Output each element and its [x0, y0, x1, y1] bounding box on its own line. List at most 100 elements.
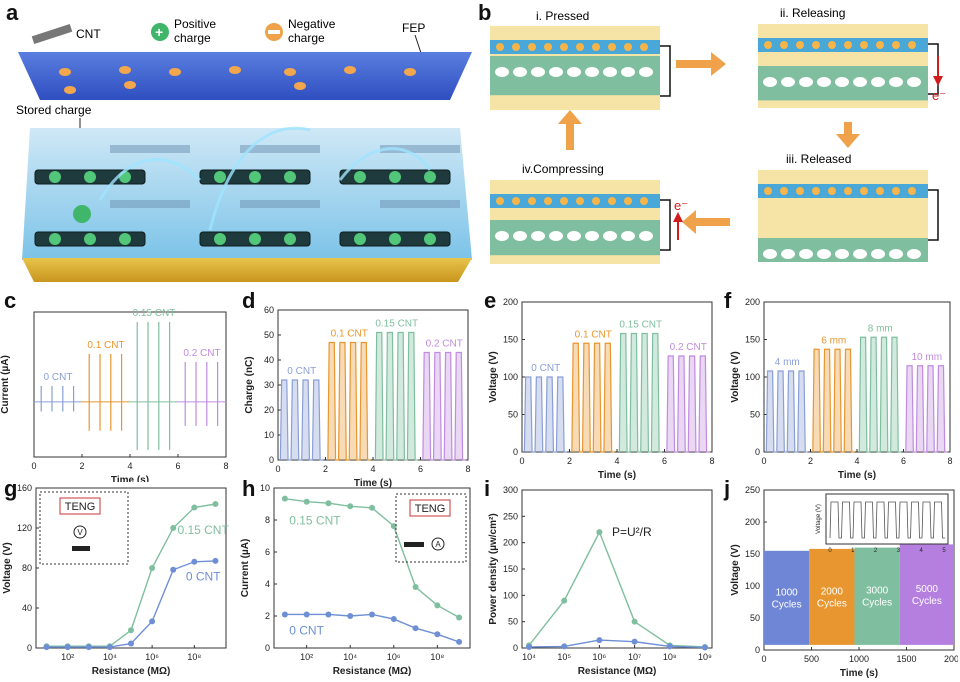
plate-charge: [169, 68, 181, 76]
series-label: 0.1 CNT: [87, 340, 124, 351]
cnt-charge: [354, 233, 366, 245]
y-tick-label: 100: [745, 372, 760, 382]
data-point: [85, 644, 92, 651]
stage-particle: [567, 231, 581, 241]
stage-charge: [544, 197, 552, 205]
data-point: [390, 523, 397, 530]
x-tick-label: 2000: [944, 654, 958, 664]
series-label: 0 CNT: [287, 366, 316, 377]
data-point: [596, 637, 603, 644]
stage-particle: [799, 249, 813, 259]
data-point: [456, 614, 463, 621]
series-0.1-CNT: [571, 342, 615, 453]
data-point: [347, 613, 354, 619]
resistor-icon: [72, 546, 90, 551]
cycle-block: [764, 550, 810, 645]
y-tick-label: 200: [745, 517, 760, 527]
series-label: 0.15 CNT: [375, 319, 418, 330]
y-tick-label: 10: [264, 430, 274, 440]
series-10-mm: [905, 365, 948, 453]
stage-charge: [624, 197, 632, 205]
y-tick-label: 50: [508, 410, 518, 420]
y-tick-label: 150: [745, 549, 760, 559]
legend-fep: FEP: [402, 21, 425, 35]
arrow-down: [836, 122, 860, 148]
y-tick-label: 0: [513, 447, 518, 457]
panel-label-i: i: [484, 476, 491, 501]
inset-x-tick: 0: [828, 548, 832, 554]
x-tick-label: 10⁴: [522, 652, 536, 662]
stage-charge: [528, 197, 536, 205]
data-point: [191, 558, 198, 565]
y-tick-label: 2: [265, 611, 270, 621]
y-tick-label: 200: [503, 297, 518, 307]
x-tick-label: 10⁸: [430, 652, 444, 662]
y-tick-label: 0: [27, 643, 32, 653]
series-label: 0 CNT: [186, 569, 221, 583]
stage-particle: [835, 249, 849, 259]
cycle-block: [899, 544, 954, 645]
x-tick-label: 4: [127, 461, 132, 471]
series-4-mm: [765, 370, 809, 453]
stage-charge: [608, 197, 616, 205]
x-tick-label: 10⁶: [145, 652, 159, 662]
plot-frame: [521, 489, 713, 649]
x-tick-label: 1500: [896, 654, 916, 664]
data-point: [390, 616, 397, 623]
series-label: 0 CNT: [289, 623, 324, 637]
panel-label-j: j: [724, 476, 731, 501]
x-tick-label: 4: [370, 464, 375, 474]
stage-charge: [512, 197, 520, 205]
stage-released-label: iii. Released: [786, 152, 851, 166]
panel-label-h: h: [242, 476, 256, 501]
teng-label: TENG: [415, 503, 446, 515]
y-axis-label: Voltage (V): [730, 351, 741, 402]
x-axis-label: Resistance (MΩ): [578, 666, 657, 677]
cycle-label: Cycles: [817, 598, 847, 609]
x-tick-label: 10²: [300, 652, 313, 662]
series-label: 0.15 CNT: [619, 320, 662, 331]
series-label: 6 mm: [821, 335, 846, 346]
x-tick-label: 8: [709, 456, 714, 466]
stage-particle: [549, 231, 563, 241]
y-tick-label: 8: [265, 515, 270, 525]
data-point: [434, 602, 441, 609]
stage-charge: [860, 41, 868, 49]
cnt-shadow: [380, 200, 460, 208]
inset-x-tick: 2: [874, 548, 878, 554]
y-tick-label: 10: [260, 483, 270, 493]
data-point: [369, 611, 375, 618]
panel-label-d: d: [242, 288, 256, 313]
svg-text:+: +: [155, 24, 163, 40]
y-tick-label: 50: [508, 617, 518, 627]
panel-label-b: b: [478, 0, 492, 25]
data-point: [434, 631, 441, 638]
series-0.15-CNT: [618, 332, 663, 453]
y-axis-label: Voltage (V): [2, 542, 13, 593]
legend-negative-2: charge: [288, 31, 325, 45]
x-tick-label: 8: [947, 456, 952, 466]
negative-charge-icon: [265, 23, 283, 41]
series-label: 4 mm: [775, 357, 800, 368]
stage-particle: [621, 231, 635, 241]
stage-particle: [853, 77, 867, 87]
stored-charge-label: Stored charge: [16, 103, 92, 117]
y-tick-label: 4: [265, 579, 270, 589]
y-tick-label: 250: [503, 511, 518, 521]
chart-e-voltage: Time (s) Voltage (V) 0 2 4 6 8 0 50 100 150 200 0 CN…: [488, 297, 715, 481]
stage-particle: [621, 67, 635, 77]
cnt-charge: [119, 233, 131, 245]
stage-charge: [812, 41, 820, 49]
x-tick-label: 0: [275, 464, 280, 474]
x-axis-label: Resistance (MΩ): [333, 666, 412, 677]
data-point: [170, 525, 177, 531]
chart-f-voltage-gap: Time (s) Voltage (V) 0 2 4 6 8 0 50 100 150 200 4 mm…: [730, 297, 953, 481]
x-tick-label: 6: [662, 456, 667, 466]
cnt-shadow: [110, 200, 190, 208]
x-tick-label: 8: [465, 464, 470, 474]
cnt-charge: [84, 233, 96, 245]
chart-d-charge: Time (s) Charge (nC) 0 2 4 6 8 0 10 20 30 40 50 60 0 C…: [244, 305, 471, 489]
x-tick-label: 6: [418, 464, 423, 474]
stage-particle: [603, 231, 617, 241]
plate-charge: [124, 81, 136, 89]
